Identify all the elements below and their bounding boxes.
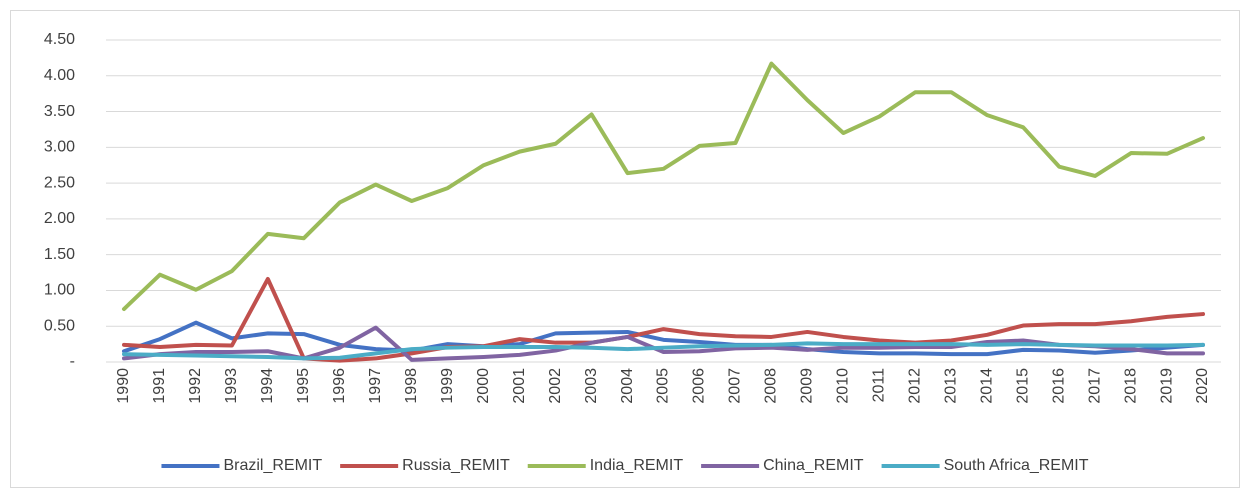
x-tick-label: 1990 [115,368,132,404]
legend-label: Russia_REMIT [402,457,510,474]
x-tick-label: 2020 [1194,368,1211,404]
x-tick-label: 2014 [978,368,995,404]
x-tick-label: 1993 [223,368,240,404]
y-tick-label: - [70,353,75,370]
x-tick-label: 2017 [1086,368,1103,404]
x-tick-label: 2012 [906,368,923,404]
x-tick-label: 1992 [187,368,204,404]
x-tick-label: 1994 [259,368,276,404]
x-tick-label: 1998 [403,368,420,404]
legend-label: India_REMIT [590,457,684,474]
x-tick-label: 2003 [583,368,600,404]
x-tick-label: 2004 [619,368,636,404]
series-line [121,61,1206,312]
x-tick-label: 1991 [151,368,168,404]
x-tick-label: 1997 [367,368,384,404]
x-tick-label: 2006 [691,368,708,404]
y-tick-label: 0.50 [44,317,75,334]
x-tick-label: 1995 [295,368,312,404]
x-tick-label: 2002 [547,368,564,404]
y-tick-label: 1.50 [44,246,75,263]
y-tick-label: 3.50 [44,103,75,120]
x-tick-label: 2000 [475,368,492,404]
x-tick-label: 2011 [871,368,888,403]
y-tick-label: 2.50 [44,174,75,191]
x-tick-label: 1999 [439,368,456,404]
series-line [121,341,1206,361]
legend-label: Brazil_REMIT [223,457,322,474]
x-tick-label: 2019 [1158,368,1175,404]
y-tick-label: 4.50 [44,31,75,48]
x-tick-label: 1996 [331,368,348,404]
y-tick-label: 1.00 [44,282,75,299]
x-tick-label: 2008 [763,368,780,404]
x-tick-label: 2015 [1014,368,1031,404]
x-tick-label: 2013 [942,368,959,404]
y-tick-label: 4.00 [44,67,75,84]
x-tick-label: 2018 [1122,368,1139,404]
y-tick-label: 2.00 [44,210,75,227]
x-tick-label: 2010 [835,368,852,404]
series-line [121,320,1206,357]
x-tick-label: 2001 [511,368,528,404]
x-tick-label: 2009 [799,368,816,404]
legend-label: China_REMIT [763,457,864,474]
chart-border [10,10,1240,488]
x-tick-label: 2007 [727,368,744,404]
x-tick-label: 2005 [655,368,672,404]
legend-label: South Africa_REMIT [944,457,1089,474]
y-tick-label: 3.00 [44,139,75,156]
x-tick-label: 2016 [1050,368,1067,404]
